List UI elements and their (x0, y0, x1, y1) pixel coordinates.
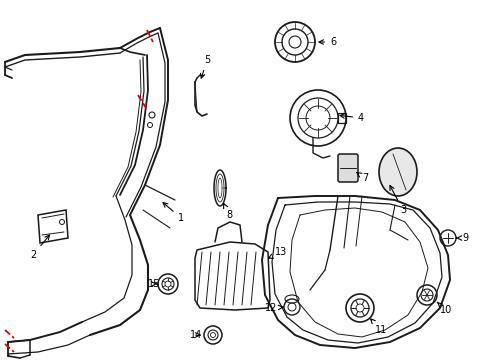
Text: 9: 9 (455, 233, 467, 243)
Text: 3: 3 (389, 185, 406, 215)
Text: 6: 6 (318, 37, 335, 47)
Text: 15: 15 (148, 279, 160, 289)
Text: 12: 12 (264, 303, 283, 313)
Text: 10: 10 (436, 302, 451, 315)
Text: 14: 14 (190, 330, 202, 340)
Text: 11: 11 (370, 319, 386, 335)
Text: 4: 4 (339, 113, 364, 123)
FancyBboxPatch shape (337, 154, 357, 182)
Ellipse shape (378, 148, 416, 196)
Text: 1: 1 (163, 203, 184, 223)
Text: 7: 7 (356, 172, 367, 183)
Text: 2: 2 (30, 235, 49, 260)
Text: 8: 8 (223, 204, 232, 220)
Text: 13: 13 (268, 247, 286, 258)
Text: 5: 5 (200, 55, 210, 78)
